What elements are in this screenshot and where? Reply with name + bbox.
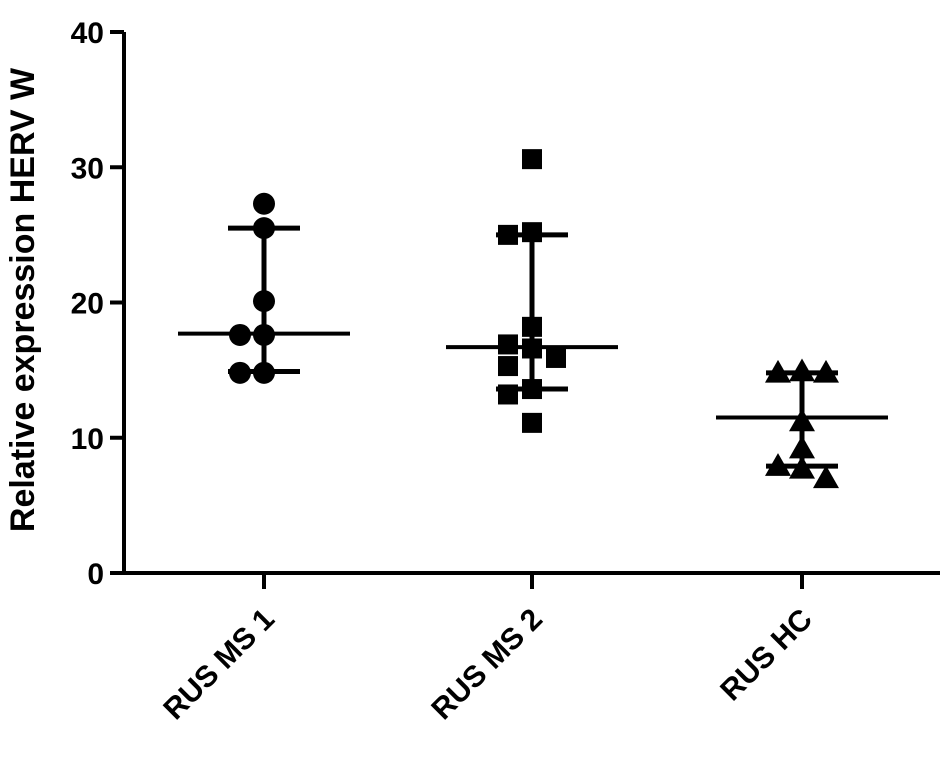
data-points bbox=[229, 149, 839, 489]
x-category-label: RUS HC bbox=[714, 603, 819, 708]
data-point-square bbox=[522, 316, 542, 337]
y-tick-label: 10 bbox=[71, 423, 104, 456]
y-tick-label: 40 bbox=[71, 17, 104, 50]
y-tick-label: 30 bbox=[71, 152, 104, 185]
data-point-square bbox=[498, 334, 518, 355]
y-axis-title: Relative expression HERV W bbox=[4, 67, 42, 532]
data-point-triangle bbox=[789, 455, 815, 479]
data-point-circle bbox=[253, 217, 275, 240]
data-point-square bbox=[498, 384, 518, 405]
data-point-circle bbox=[253, 192, 275, 215]
data-point-square bbox=[522, 222, 542, 243]
data-point-square bbox=[522, 149, 542, 170]
y-tick-label: 20 bbox=[71, 288, 104, 321]
x-category-label: RUS MS 1 bbox=[157, 603, 281, 727]
data-point-circle bbox=[229, 323, 251, 346]
y-tick-label: 0 bbox=[87, 558, 104, 591]
data-point-triangle bbox=[789, 435, 815, 459]
x-category-label: RUS MS 2 bbox=[425, 603, 549, 727]
data-point-circle bbox=[229, 361, 251, 384]
x-categories: RUS MS 1 RUS MS 2 RUS HC bbox=[157, 573, 819, 726]
data-point-triangle bbox=[789, 408, 815, 432]
data-point-circle bbox=[253, 290, 275, 313]
data-point-circle bbox=[253, 361, 275, 384]
data-point-square bbox=[546, 347, 566, 368]
data-point-square bbox=[522, 379, 542, 400]
data-point-square bbox=[498, 356, 518, 377]
data-point-square bbox=[498, 224, 518, 245]
data-point-triangle bbox=[765, 453, 791, 476]
data-point-circle bbox=[253, 323, 275, 346]
data-point-triangle bbox=[813, 359, 839, 383]
data-point-square bbox=[522, 338, 542, 359]
data-point-triangle bbox=[789, 358, 815, 382]
data-point-square bbox=[522, 412, 542, 433]
data-point-triangle bbox=[765, 359, 791, 383]
y-ticks: 0 10 20 30 40 bbox=[71, 17, 124, 591]
data-point-triangle bbox=[813, 465, 839, 489]
